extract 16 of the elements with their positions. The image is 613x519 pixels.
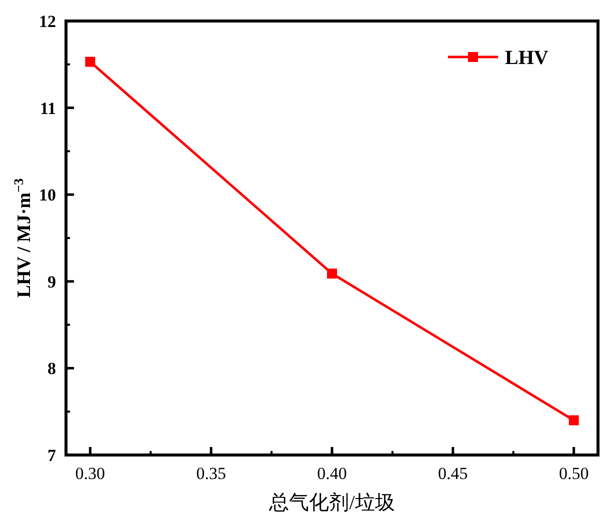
y-tick-label: 7 <box>48 446 56 465</box>
x-axis-title: 总气化剂/垃圾 <box>268 492 395 514</box>
point <box>85 56 96 67</box>
x-tick-label: 0.50 <box>558 464 589 483</box>
x-tick-label: 0.45 <box>438 464 468 483</box>
y-tick-label: 12 <box>39 12 56 31</box>
y-tick-label: 11 <box>40 98 56 118</box>
x-tick-label: 0.40 <box>317 464 347 483</box>
y-tick-label: 10 <box>39 186 56 205</box>
x-tick-label: 0.35 <box>196 464 226 483</box>
y-tick-label: 9 <box>48 272 56 292</box>
legend-label: LHV <box>505 47 549 69</box>
y-tick-label: 8 <box>48 359 56 378</box>
point <box>327 268 337 279</box>
x-tick-label: 0.30 <box>75 464 106 483</box>
point <box>568 415 579 426</box>
